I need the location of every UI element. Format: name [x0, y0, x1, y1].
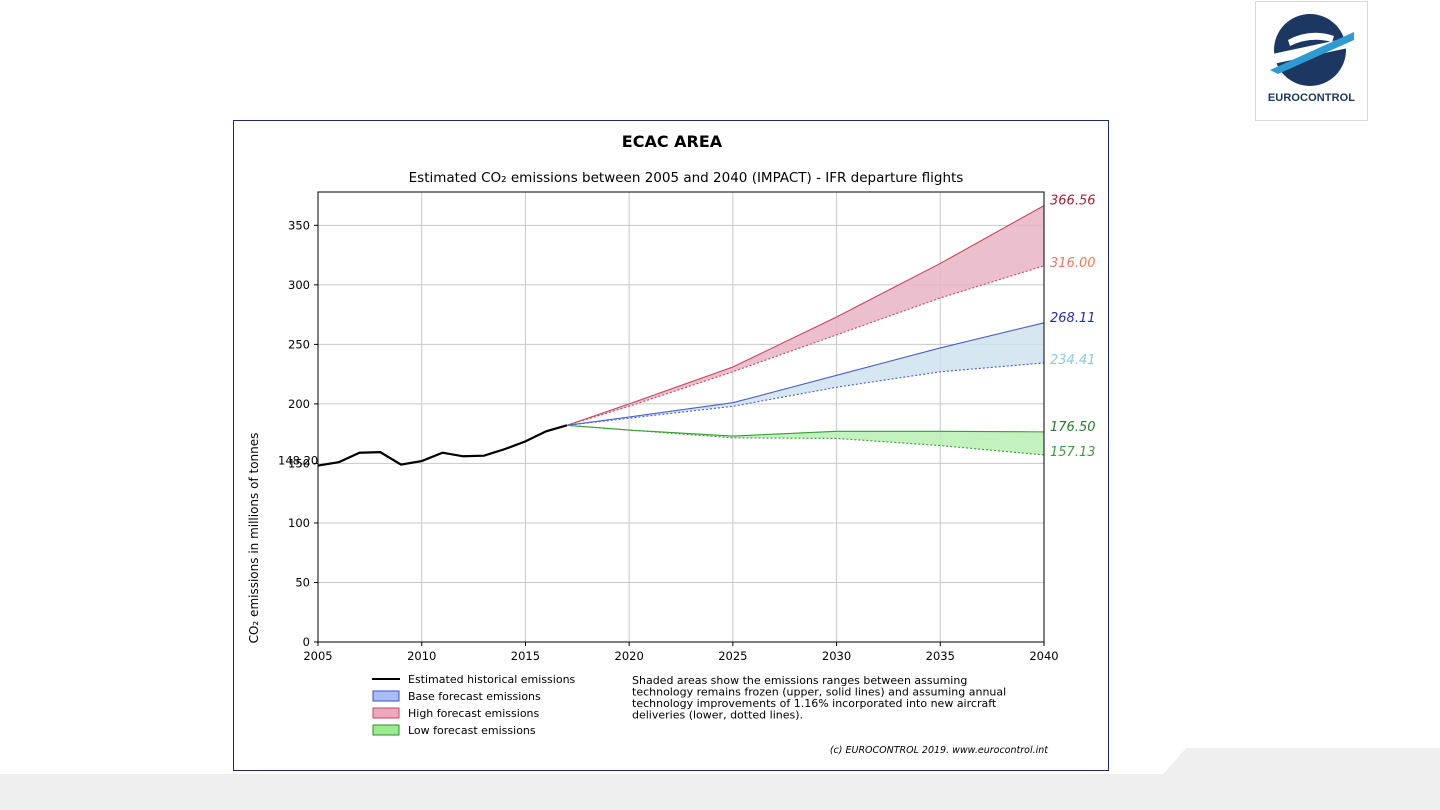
y-tick-label: 350 — [288, 218, 310, 232]
legend-label: Estimated historical emissions — [408, 673, 576, 686]
x-tick-label: 2005 — [303, 649, 332, 663]
lower-end-label: 316.00 — [1050, 256, 1096, 271]
legend-patch-swatch — [372, 707, 400, 719]
x-tick-label: 2030 — [822, 649, 851, 663]
legend-patch-swatch — [372, 724, 400, 736]
lower-end-label: 234.41 — [1050, 353, 1096, 368]
x-tick-label: 2015 — [511, 649, 540, 663]
footer-tab — [1160, 748, 1440, 778]
shaded-area-note: Shaded areas show the emissions ranges b… — [632, 674, 1006, 722]
note-line: Shaded areas show the emissions ranges b… — [632, 674, 967, 687]
grid-lines — [317, 192, 1045, 643]
eurocontrol-logo: EUROCONTROL — [1255, 1, 1368, 121]
x-tick-label: 2025 — [718, 649, 747, 663]
legend-label: Base forecast emissions — [408, 690, 541, 703]
upper-end-label: 366.56 — [1050, 194, 1096, 209]
upper-end-label: 268.11 — [1050, 311, 1096, 326]
y-tick-label: 250 — [288, 337, 310, 351]
chart-title: ECAC AREA — [622, 132, 723, 151]
forecast-upper-line — [566, 322, 1045, 426]
y-tick-label: 100 — [288, 516, 310, 530]
forecast-lower-line — [566, 265, 1045, 426]
x-tick-label: 2010 — [407, 649, 436, 663]
y-tick-label: 200 — [288, 397, 310, 411]
series-lines — [317, 205, 1045, 467]
note-line: deliveries (lower, dotted lines). — [632, 709, 803, 722]
legend-label: High forecast emissions — [408, 707, 540, 720]
logo-text: EUROCONTROL — [1267, 92, 1356, 104]
note-line: technology remains frozen (upper, solid … — [632, 686, 1006, 699]
note-line: technology improvements of 1.16% incorpo… — [632, 697, 997, 710]
legend-label: Low forecast emissions — [408, 724, 536, 737]
forecast-lower-line — [566, 362, 1045, 426]
y-tick-label: 50 — [295, 575, 310, 589]
forecast-band — [566, 425, 1044, 455]
footer-band — [0, 774, 1440, 810]
emissions-chart: ECAC AREA Estimated CO₂ emissions betwee… — [247, 132, 1096, 756]
start-value-label: 148.20 — [278, 454, 318, 468]
x-tick-label: 2020 — [615, 649, 644, 663]
eurocontrol-logo-icon — [1270, 14, 1354, 86]
historical-line — [317, 424, 568, 467]
forecast-bands — [566, 205, 1044, 455]
chart-panel: ECAC AREA Estimated CO₂ emissions betwee… — [233, 120, 1109, 771]
y-tick-label: 150 — [288, 456, 310, 470]
upper-end-label: 176.50 — [1050, 420, 1096, 435]
end-value-labels: 366.56 316.00 268.11 234.41 176.50 157.13 148.… — [278, 194, 1096, 468]
forecast-upper-line — [566, 205, 1045, 426]
chart-subtitle: Estimated CO₂ emissions between 2005 and… — [409, 170, 964, 186]
lower-end-label: 157.13 — [1050, 445, 1096, 460]
y-tick-label: 300 — [288, 278, 310, 292]
axis-ticks: 2005 2010 2015 2020 2025 2030 2035 2040 0 50 100 15… — [288, 218, 1059, 663]
x-tick-label: 2035 — [926, 649, 955, 663]
forecast-lower-line — [566, 424, 1045, 456]
legend-patch-swatch — [372, 690, 400, 702]
legend: Estimated historical emissions Base forec… — [372, 673, 576, 737]
x-tick-label: 2040 — [1029, 649, 1058, 663]
y-axis-label: CO₂ emissions in millions of tonnes — [247, 433, 261, 644]
copyright-text: (c) EUROCONTROL 2019. www.eurocontrol.in… — [830, 745, 1049, 756]
plot-frame — [317, 191, 1045, 643]
y-tick-label: 0 — [303, 635, 310, 649]
